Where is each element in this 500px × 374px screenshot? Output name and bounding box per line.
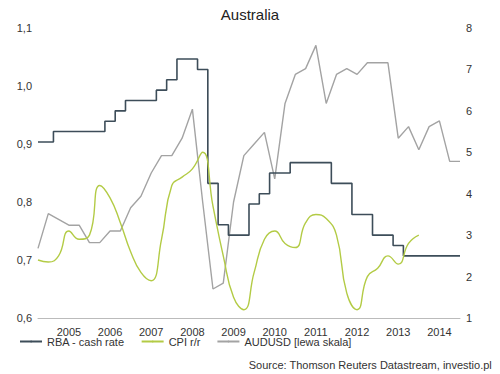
svg-text:2008: 2008 xyxy=(180,325,205,338)
svg-text:2005: 2005 xyxy=(56,325,82,338)
svg-text:2012: 2012 xyxy=(344,325,370,338)
svg-text:5: 5 xyxy=(466,146,472,158)
svg-text:0,7: 0,7 xyxy=(17,254,32,266)
svg-text:8: 8 xyxy=(466,22,472,34)
svg-text:6: 6 xyxy=(466,105,472,117)
svg-text:Australia: Australia xyxy=(221,6,280,23)
svg-text:2013: 2013 xyxy=(386,326,410,338)
svg-text:0,9: 0,9 xyxy=(17,138,32,150)
svg-text:2011: 2011 xyxy=(304,325,328,338)
svg-text:1: 1 xyxy=(466,312,472,324)
svg-text:0,6: 0,6 xyxy=(17,312,32,324)
svg-text:2010: 2010 xyxy=(262,325,287,338)
svg-text:2007: 2007 xyxy=(139,326,163,338)
svg-text:AUDUSD [lewa skala]: AUDUSD [lewa skala] xyxy=(244,336,351,348)
svg-text:4: 4 xyxy=(466,188,472,200)
svg-text:2009: 2009 xyxy=(221,326,245,338)
svg-text:RBA - cash rate: RBA - cash rate xyxy=(47,336,124,348)
svg-text:CPI r/r: CPI r/r xyxy=(169,336,201,348)
svg-text:1,1: 1,1 xyxy=(17,22,32,34)
svg-text:3: 3 xyxy=(466,229,472,241)
svg-text:2: 2 xyxy=(466,271,472,283)
svg-text:Source: Thomson Reuters Datast: Source: Thomson Reuters Datastream, inve… xyxy=(249,359,492,371)
svg-text:7: 7 xyxy=(466,63,472,75)
svg-text:2014: 2014 xyxy=(427,326,451,338)
svg-text:1,0: 1,0 xyxy=(17,80,32,92)
svg-text:2006: 2006 xyxy=(97,325,123,338)
svg-text:0,8: 0,8 xyxy=(17,196,32,208)
